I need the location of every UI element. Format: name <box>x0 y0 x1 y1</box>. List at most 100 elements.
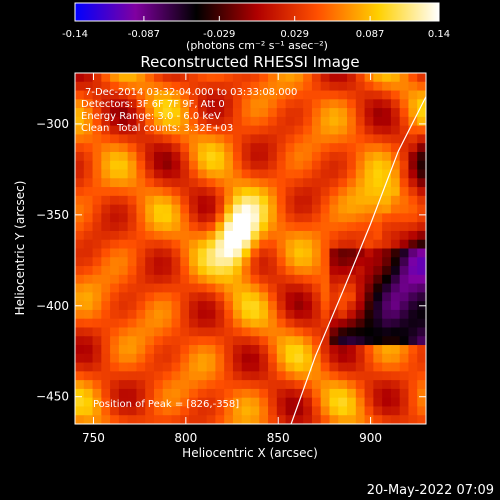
heatmap-cell <box>75 125 85 136</box>
heatmap-cell <box>224 397 234 408</box>
heatmap-cell <box>320 169 331 179</box>
heatmap-cell <box>197 318 208 329</box>
heatmap-cell <box>259 397 269 408</box>
heatmap-cell <box>215 204 225 215</box>
heatmap-cell <box>390 301 401 311</box>
heatmap-cell <box>110 239 120 250</box>
heatmap-cell <box>320 116 331 127</box>
heatmap-cell <box>399 274 410 285</box>
heatmap-cell <box>311 309 322 320</box>
heatmap-cell <box>250 222 260 232</box>
heatmap-cell <box>189 318 199 329</box>
heatmap-cell <box>136 292 146 302</box>
heatmap-cell <box>355 90 366 100</box>
heatmap-cell <box>364 353 374 364</box>
heatmap-cell <box>206 151 217 162</box>
heatmap-cell <box>110 169 120 179</box>
heatmap-cell <box>118 81 129 92</box>
heatmap-cell <box>338 309 348 320</box>
heatmap-cell <box>303 239 313 250</box>
heatmap-cell <box>338 187 348 197</box>
heatmap-cell <box>390 353 401 364</box>
heatmap-cell <box>153 99 164 109</box>
heatmap-cell <box>285 292 295 302</box>
heatmap-cell <box>276 125 287 136</box>
heatmap-cell <box>75 213 85 223</box>
heatmap-cell <box>390 283 401 293</box>
heatmap-cell <box>311 116 322 127</box>
heatmap-cell <box>347 371 357 381</box>
heatmap-cell <box>338 248 348 258</box>
heatmap-cell <box>101 160 111 171</box>
heatmap-cell <box>338 230 348 241</box>
heatmap-cell <box>303 362 313 372</box>
heatmap-cell <box>311 81 322 92</box>
heatmap-cell <box>110 213 120 223</box>
heatmap-cell <box>136 371 146 381</box>
heatmap-cell <box>320 160 331 171</box>
heatmap-cell <box>390 362 401 372</box>
heatmap-cell <box>189 248 199 258</box>
heatmap-cell <box>241 169 252 179</box>
heatmap-cell <box>294 187 304 197</box>
heatmap-cell <box>303 222 313 232</box>
heatmap-cell <box>118 292 129 302</box>
heatmap-cell <box>347 81 357 92</box>
heatmap-cell <box>189 301 199 311</box>
heatmap-cell <box>110 380 120 390</box>
heatmap-cell <box>303 187 313 197</box>
heatmap-cell <box>250 151 260 162</box>
heatmap-cell <box>373 143 383 153</box>
heatmap-cell <box>110 151 120 162</box>
heatmap-cell <box>294 248 304 258</box>
heatmap-cell <box>83 143 94 153</box>
heatmap-cell <box>382 125 392 136</box>
heatmap-cell <box>101 195 111 206</box>
heatmap-cell <box>320 353 331 364</box>
heatmap-cell <box>75 336 85 346</box>
heatmap-cell <box>373 362 383 372</box>
heatmap-cell <box>329 134 339 144</box>
heatmap-cell <box>197 309 208 320</box>
heatmap-cell <box>355 327 366 337</box>
heatmap-cell <box>224 213 234 223</box>
heatmap-cell <box>110 178 120 188</box>
heatmap-cell <box>232 318 243 329</box>
heatmap-cell <box>399 318 410 329</box>
heatmap-cell <box>215 125 225 136</box>
heatmap-cell <box>285 274 295 285</box>
heatmap-cell <box>364 257 374 267</box>
heatmap-cell <box>206 187 217 197</box>
heatmap-cell <box>171 388 181 399</box>
heatmap-cell <box>180 248 190 258</box>
heatmap-cell <box>399 371 410 381</box>
heatmap-cell <box>338 301 348 311</box>
heatmap-cell <box>153 327 164 337</box>
heatmap-cell <box>285 116 295 127</box>
heatmap-cell <box>329 108 339 118</box>
heatmap-cell <box>127 143 138 153</box>
heatmap-cell <box>136 336 146 346</box>
heatmap-cell <box>215 292 225 302</box>
heatmap-cell <box>162 309 173 320</box>
heatmap-cell <box>136 266 146 276</box>
heatmap-cell <box>373 274 383 285</box>
heatmap-cell <box>180 345 190 355</box>
heatmap-cell <box>145 90 155 100</box>
heatmap-cell <box>215 415 225 424</box>
heatmap-cell <box>276 73 287 83</box>
heatmap-cell <box>224 81 234 92</box>
heatmap-cell <box>408 415 418 424</box>
heatmap-cell <box>390 397 401 408</box>
heatmap-cell <box>232 230 243 241</box>
heatmap-cell <box>347 309 357 320</box>
y-axis-label: Heliocentric Y (arcsec) <box>13 181 27 316</box>
heatmap-cell <box>320 362 331 372</box>
heatmap-cell <box>101 309 111 320</box>
heatmap-cell <box>311 151 322 162</box>
heatmap-cell <box>347 257 357 267</box>
heatmap-cell <box>311 283 322 293</box>
heatmap-cell <box>259 362 269 372</box>
heatmap-cell <box>118 178 129 188</box>
heatmap-cell <box>145 327 155 337</box>
